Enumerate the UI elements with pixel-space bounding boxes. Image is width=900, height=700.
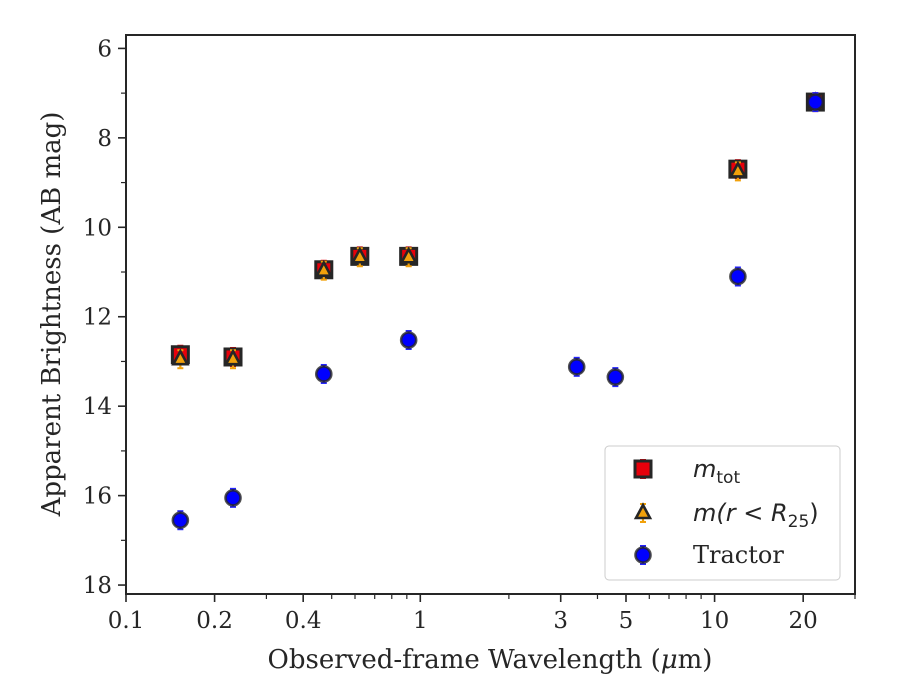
- x-tick-label: 5: [619, 608, 634, 634]
- data-point-tractor: [806, 92, 825, 113]
- triangle-marker: [314, 259, 333, 277]
- legend-label-sub: 25: [788, 512, 810, 532]
- triangle-marker: [223, 348, 243, 366]
- data-point-tractor: [171, 510, 190, 531]
- data-point-tractor: [729, 266, 747, 287]
- circle-marker: [729, 267, 747, 286]
- data-point-mr25: [171, 348, 190, 370]
- circle-marker: [806, 93, 825, 111]
- data-point-mr25: [223, 348, 243, 370]
- circle-marker: [171, 511, 190, 530]
- triangle-marker: [633, 502, 653, 520]
- y-tick-label: 14: [83, 394, 112, 420]
- y-tick-label: 12: [83, 305, 112, 331]
- square-marker: [633, 459, 653, 479]
- legend-label-main: m: [693, 455, 716, 483]
- x-axis-label: Observed-frame Wavelength (μm): [268, 645, 713, 675]
- x-tick-label: 3: [553, 608, 568, 634]
- circle-marker: [399, 331, 418, 349]
- y-tick-label: 8: [97, 126, 112, 152]
- legend-label-sub: tot: [716, 468, 740, 488]
- data-point-mr25: [314, 259, 333, 281]
- legend-marker-mr25: [633, 502, 653, 523]
- ticks: 0.1 0.2 0.4 1 3 5 10 20 6 8 10 12 14 16 18: [83, 36, 856, 634]
- triangle-marker: [350, 246, 369, 264]
- x-tick-label: 0.1: [108, 608, 145, 634]
- legend-marker-mtot: [633, 459, 653, 479]
- legend-label-main: m(r < R: [693, 499, 788, 527]
- data-point-tractor: [567, 356, 586, 377]
- y-axis-label: Apparent Brightness (AB mag): [37, 112, 67, 518]
- legend-marker-tractor: [634, 545, 652, 565]
- y-tick-label: 18: [83, 573, 112, 599]
- circle-marker: [314, 365, 333, 383]
- circle-marker: [606, 368, 625, 386]
- circle-marker: [224, 489, 242, 507]
- legend-box: [604, 445, 841, 581]
- triangle-marker: [728, 160, 748, 178]
- x-tick-label: 10: [700, 608, 729, 634]
- series-tractor: [171, 92, 825, 531]
- triangle-marker: [171, 348, 190, 366]
- x-tick-label: 20: [789, 608, 818, 634]
- x-tick-label: 0.4: [285, 608, 322, 634]
- data-point-mr25: [728, 160, 748, 182]
- y-tick-label: 10: [83, 215, 112, 241]
- markers: [170, 91, 825, 531]
- x-tick-label: 0.2: [196, 608, 233, 634]
- legend-label: m(r < R25): [693, 499, 819, 532]
- data-point-mr25: [399, 246, 418, 268]
- circle-marker: [567, 358, 586, 376]
- legend-label: Tractor: [693, 541, 784, 569]
- data-point-tractor: [399, 329, 418, 350]
- y-tick-label: 6: [97, 36, 112, 62]
- data-point-tractor: [606, 367, 625, 388]
- x-tick-label: 1: [413, 608, 428, 634]
- triangle-marker: [399, 246, 418, 264]
- y-tick-label: 16: [83, 484, 112, 510]
- data-point-tractor: [314, 363, 333, 384]
- data-point-tractor: [224, 487, 242, 508]
- data-point-mr25: [350, 246, 369, 268]
- legend-label-tail: ): [809, 499, 818, 527]
- plot-frame: [125, 34, 856, 595]
- legend: mtot m(r < R25) Tractor: [604, 445, 841, 581]
- circle-marker: [634, 546, 652, 564]
- legend-label: mtot: [693, 455, 740, 488]
